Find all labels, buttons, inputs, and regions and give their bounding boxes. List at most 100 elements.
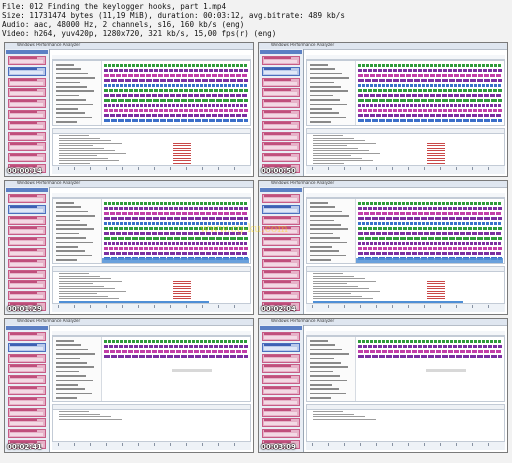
legend-row[interactable] — [310, 259, 331, 261]
graph-explorer-item[interactable] — [262, 418, 300, 428]
legend-row[interactable] — [56, 362, 87, 364]
table-row[interactable] — [59, 290, 126, 292]
graph-explorer-item[interactable] — [262, 215, 300, 225]
legend-row[interactable] — [56, 344, 81, 346]
table-row[interactable] — [59, 145, 93, 147]
table-row[interactable] — [59, 160, 119, 162]
graph-explorer-item[interactable] — [8, 204, 46, 214]
legend-row[interactable] — [56, 366, 94, 368]
graph-explorer-item[interactable] — [262, 99, 300, 109]
graph-explorer-item[interactable] — [8, 375, 46, 385]
graph-explorer-item[interactable] — [262, 342, 300, 352]
table-row[interactable] — [313, 140, 365, 142]
legend-row[interactable] — [56, 224, 87, 226]
graph-explorer-item[interactable] — [262, 153, 300, 163]
table-row[interactable] — [313, 160, 373, 162]
graph-explorer-item[interactable] — [8, 77, 46, 87]
table-row[interactable] — [313, 295, 362, 297]
table-row[interactable] — [59, 295, 108, 297]
table-row[interactable] — [313, 162, 344, 164]
graph-explorer-item[interactable] — [262, 194, 300, 203]
table-row[interactable] — [313, 411, 343, 413]
table-row[interactable] — [59, 142, 122, 144]
graph-explorer-item[interactable] — [262, 120, 300, 130]
legend-row[interactable] — [310, 344, 335, 346]
legend-row[interactable] — [310, 112, 339, 114]
table-row[interactable] — [59, 280, 122, 282]
table-row[interactable] — [59, 150, 115, 152]
legend-row[interactable] — [310, 108, 332, 110]
graph-explorer-item[interactable] — [8, 131, 46, 141]
legend-row[interactable] — [310, 224, 341, 226]
graph-explorer-item[interactable] — [262, 237, 300, 247]
table-row[interactable] — [59, 155, 97, 157]
graph-explorer-item[interactable] — [262, 66, 300, 76]
table-row[interactable] — [313, 142, 376, 144]
legend-row[interactable] — [310, 215, 349, 217]
graph-explorer-item[interactable] — [8, 353, 46, 363]
legend-row[interactable] — [56, 375, 86, 377]
graph-explorer-item[interactable] — [8, 248, 46, 257]
graph-explorer-item[interactable] — [262, 375, 300, 385]
legend-row[interactable] — [310, 206, 335, 208]
table-row[interactable] — [313, 145, 347, 147]
legend-row[interactable] — [56, 94, 79, 97]
legend-row[interactable] — [56, 206, 81, 208]
table-row[interactable] — [59, 298, 119, 300]
graph-explorer-item[interactable] — [8, 429, 46, 439]
graph-explorer-item[interactable] — [262, 56, 300, 65]
table-row[interactable] — [313, 135, 343, 137]
table-row[interactable] — [59, 137, 100, 139]
legend-row[interactable] — [56, 81, 80, 84]
legend-row[interactable] — [56, 210, 88, 213]
graph-explorer-item[interactable] — [262, 280, 300, 290]
legend-row[interactable] — [56, 103, 93, 106]
legend-row[interactable] — [56, 379, 93, 382]
legend-row[interactable] — [56, 384, 78, 386]
legend-row[interactable] — [310, 340, 328, 342]
legend-row[interactable] — [56, 228, 94, 230]
graph-explorer-item[interactable] — [8, 164, 46, 173]
legend-row[interactable] — [56, 215, 95, 217]
graph-explorer-item[interactable] — [8, 88, 46, 98]
graph-explorer-item[interactable] — [8, 418, 46, 428]
table-row[interactable] — [59, 413, 100, 415]
graph-explorer-item[interactable] — [262, 302, 300, 311]
legend-row[interactable] — [56, 250, 85, 252]
graph-explorer-item[interactable] — [262, 353, 300, 363]
table-row[interactable] — [59, 147, 104, 149]
graph-explorer-item[interactable] — [262, 131, 300, 141]
table-row[interactable] — [313, 418, 376, 420]
table-row[interactable] — [313, 288, 369, 290]
legend-row[interactable] — [56, 86, 87, 88]
legend-row[interactable] — [56, 68, 81, 70]
legend-row[interactable] — [310, 116, 346, 119]
legend-row[interactable] — [310, 219, 334, 222]
table-row[interactable] — [313, 152, 380, 154]
table-row[interactable] — [313, 413, 354, 415]
graph-explorer-item[interactable] — [262, 142, 300, 152]
table-row[interactable] — [313, 275, 354, 277]
graph-explorer-item[interactable] — [262, 226, 300, 236]
graph-explorer-item[interactable] — [262, 407, 300, 417]
legend-row[interactable] — [310, 103, 347, 106]
table-row[interactable] — [313, 147, 358, 149]
table-row[interactable] — [59, 152, 126, 154]
selected-row[interactable] — [59, 301, 209, 303]
table-row[interactable] — [59, 411, 89, 413]
legend-row[interactable] — [310, 121, 331, 123]
legend-row[interactable] — [310, 228, 348, 230]
table-row[interactable] — [59, 273, 89, 275]
table-row[interactable] — [313, 278, 365, 280]
legend-row[interactable] — [56, 357, 80, 360]
graph-explorer-item[interactable] — [8, 280, 46, 290]
legend-row[interactable] — [310, 237, 340, 239]
graph-explorer-item[interactable] — [262, 364, 300, 374]
table-row[interactable] — [59, 162, 90, 164]
legend-row[interactable] — [310, 90, 348, 92]
legend-row[interactable] — [310, 94, 333, 97]
graph-explorer-item[interactable] — [262, 332, 300, 341]
graph-explorer-item[interactable] — [262, 88, 300, 98]
legend-row[interactable] — [310, 370, 333, 373]
graph-explorer-item[interactable] — [8, 56, 46, 65]
